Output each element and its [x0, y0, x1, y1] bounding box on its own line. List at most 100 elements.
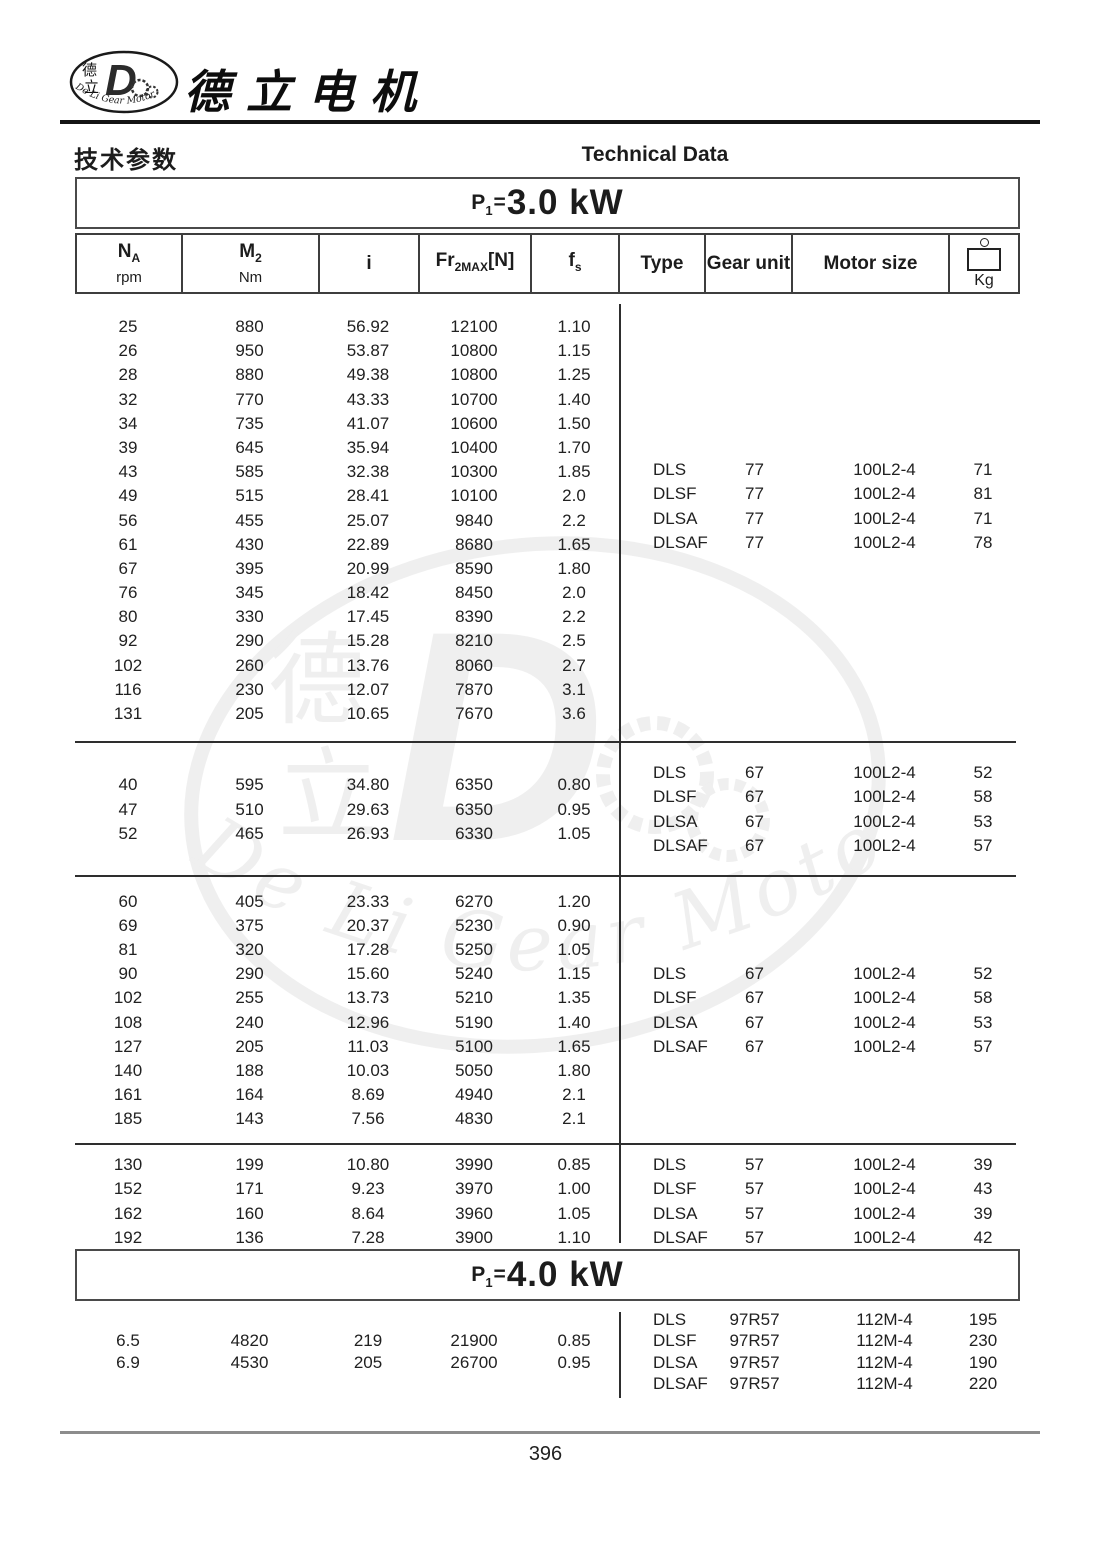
cell: 185: [113, 1109, 143, 1129]
cell: 57: [745, 1179, 764, 1199]
cell: DLSA: [653, 811, 698, 831]
table-row: 140 188 10.03 5050 1.80: [75, 1059, 620, 1083]
cell: 3990: [455, 1155, 493, 1175]
cell: 57: [745, 1203, 764, 1223]
table-row: 80 330 17.45 8390 2.2: [75, 605, 620, 629]
right-rows: DLS 57 100L2-4 39 DLSF 57 100L2-4 43 DLSA 57 100L2…: [620, 1151, 1016, 1252]
table-row: 28 880 49.38 10800 1.25: [75, 363, 620, 387]
cell: 71: [973, 460, 993, 480]
weight-icon: [967, 237, 1001, 271]
data-block-3: 60 405 23.33 6270 1.20 69 375 20.37 5230 0.90 81 32…: [75, 878, 1016, 1143]
cell: 71: [973, 508, 993, 528]
table-row: DLSF 57 100L2-4 43: [620, 1177, 1016, 1201]
cell: 171: [235, 1179, 264, 1199]
cell: 5250: [455, 940, 493, 960]
table-row: 56 455 25.07 9840 2.2: [75, 508, 620, 532]
cell: DLSA: [653, 508, 698, 528]
cell: 52: [973, 964, 993, 984]
table-row: DLSA 67 100L2-4 53: [620, 1011, 1016, 1035]
cell: 375: [235, 915, 264, 935]
cell: 1.15: [557, 341, 591, 361]
cell: 3960: [455, 1203, 493, 1223]
cell: 345: [235, 583, 264, 603]
cell: 10800: [450, 365, 498, 385]
cell: 230: [235, 679, 264, 699]
table-row: 161 164 8.69 4940 2.1: [75, 1083, 620, 1107]
data-block-4: 130 199 10.80 3990 0.85 152 171 9.23 3970 1.00 162…: [75, 1146, 1016, 1247]
cell: 43: [973, 1179, 993, 1199]
cell: 52: [118, 823, 138, 843]
table-row: 26 950 53.87 10800 1.15: [75, 339, 620, 363]
cell: 10700: [450, 389, 498, 409]
cell: 61: [118, 534, 138, 554]
cell: 1.25: [557, 365, 591, 385]
cell: 35.94: [346, 437, 390, 457]
cell: 10400: [450, 437, 498, 457]
cell: 49: [118, 486, 138, 506]
gear-icon: [145, 85, 159, 99]
cell: 26700: [450, 1352, 498, 1372]
cell: 53: [973, 1012, 993, 1032]
cell: 5240: [455, 964, 493, 984]
cell: 57: [745, 1155, 764, 1175]
cell: 143: [235, 1109, 264, 1129]
table-row: 162 160 8.64 3960 1.05: [75, 1202, 620, 1226]
cell: 77: [745, 532, 764, 552]
cell: 11.03: [347, 1036, 389, 1056]
cell: 77: [745, 484, 764, 504]
cell: 10.80: [346, 1155, 390, 1175]
cell: 22.89: [346, 534, 390, 554]
cell: 1.80: [557, 1060, 591, 1080]
table-row: DLSF 67 100L2-4 58: [620, 986, 1016, 1010]
cell: DLS: [653, 1309, 687, 1329]
cell: 112M-4: [856, 1309, 913, 1329]
data-block-2: 40 595 34.80 6350 0.80 47 510 29.63 6350 0.95 52 46…: [75, 744, 1016, 875]
cell: 5230: [455, 915, 493, 935]
cell: 67: [745, 811, 764, 831]
cell: DLSAF: [653, 532, 708, 552]
table-row: 47 510 29.63 6350 0.95: [75, 797, 620, 821]
cell: 56.92: [346, 317, 390, 336]
cell: 39: [973, 1155, 993, 1175]
cell: 205: [353, 1352, 383, 1372]
cell: 6350: [455, 799, 493, 819]
cell: 880: [235, 317, 264, 336]
cell: 1.40: [557, 1012, 591, 1032]
cell: 34: [118, 413, 138, 433]
cell: 1.10: [557, 1227, 591, 1247]
cell: 1.40: [557, 389, 591, 409]
cell: 455: [235, 510, 264, 530]
cell: 28: [118, 365, 138, 385]
table-row: DLS 67 100L2-4 52: [620, 761, 1016, 785]
cell: 5190: [455, 1012, 493, 1032]
cell: 4530: [230, 1352, 269, 1372]
cell: 161: [113, 1085, 143, 1105]
cell: 1.35: [557, 988, 591, 1008]
cell: 41.07: [346, 413, 390, 433]
cell: DLSAF: [653, 1227, 708, 1247]
cell: 10600: [450, 413, 498, 433]
cell: 260: [235, 655, 264, 675]
cell: 58: [973, 988, 993, 1008]
table-row: 131 205 10.65 7670 3.6: [75, 702, 620, 726]
table-row: 6.5 4820 219 21900 0.85: [75, 1330, 620, 1352]
cell: 10.03: [346, 1060, 390, 1080]
table-row: DLS 97R57 112M-4 195: [620, 1309, 1016, 1331]
cell: 2.0: [562, 583, 586, 603]
cell: 67: [745, 988, 764, 1008]
table-row: 34 735 41.07 10600 1.50: [75, 412, 620, 436]
cell: 136: [235, 1227, 264, 1247]
cell: 190: [968, 1352, 998, 1372]
cell: DLSA: [653, 1012, 698, 1032]
cell: 102: [113, 988, 143, 1008]
table-row: DLS 77 100L2-4 71: [620, 458, 1016, 482]
table-row: 102 255 13.73 5210 1.35: [75, 986, 620, 1010]
cell: 1.10: [557, 317, 591, 336]
cell: 100L2-4: [853, 1203, 916, 1223]
table-row: 52 465 26.93 6330 1.05: [75, 822, 620, 846]
cell: 97R57: [729, 1352, 780, 1372]
cell: 7.56: [351, 1109, 385, 1129]
cell: 735: [235, 413, 264, 433]
cell: 1.05: [557, 823, 591, 843]
cell: 29.63: [346, 799, 390, 819]
